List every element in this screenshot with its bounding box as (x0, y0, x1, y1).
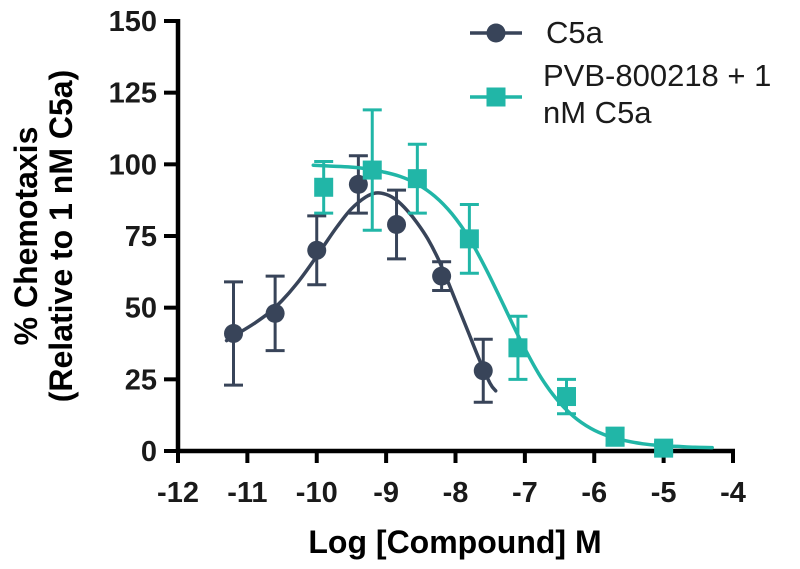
x-tick-label: -12 (157, 477, 199, 509)
y-tick-label: 125 (109, 78, 157, 110)
series-c5a (224, 154, 498, 404)
series-pvb (311, 108, 714, 458)
x-tick-label: -11 (227, 477, 267, 509)
data-point (224, 323, 243, 343)
y-tick-label: 0 (141, 436, 157, 468)
y-tick-label: 75 (125, 221, 157, 253)
tick-labels: -12 -11 -10 -9 -8 -7 -6 -5 -4 0 25 50 75 100 125 150 (109, 6, 746, 509)
data-point (508, 338, 528, 358)
x-axis-title: Log [Compound] M (308, 524, 602, 560)
y-axis-title-line2: (Relative to 1 nM C5a) (43, 69, 79, 403)
data-point (459, 229, 479, 249)
x-tick-label: -8 (443, 477, 469, 509)
y-tick-label: 150 (109, 6, 157, 38)
data-point (307, 240, 327, 260)
x-tick-label: -4 (720, 477, 746, 509)
legend-label-pvb: PVB-800218 + 1 nM C5a (543, 57, 771, 131)
markers (314, 160, 674, 458)
data-point (387, 215, 407, 235)
x-tick-label: -9 (373, 477, 399, 509)
data-point (605, 427, 625, 447)
data-point (348, 174, 368, 194)
data-point (473, 361, 493, 381)
ticks (164, 19, 735, 463)
data-point (407, 169, 427, 189)
data-point (654, 438, 674, 458)
y-axis-title-line1: % Chemotaxis (8, 126, 44, 346)
y-tick-label: 25 (125, 364, 157, 396)
markers (224, 174, 493, 381)
legend-label-pvb-line1: PVB-800218 + 1 (543, 58, 772, 93)
legend-marker-c5a-icon (470, 23, 522, 43)
x-tick-label: -10 (296, 477, 338, 509)
data-point (432, 266, 452, 286)
data-point (314, 177, 334, 197)
data-point (557, 387, 576, 407)
data-point (265, 303, 285, 323)
y-tick-label: 50 (125, 293, 157, 325)
legend-marker-pvb-icon (470, 87, 522, 107)
x-tick-label: -7 (512, 477, 538, 509)
x-tick-label: -6 (581, 477, 607, 509)
y-axis-title: % Chemotaxis (Relative to 1 nM C5a) (8, 69, 79, 403)
fit-curve (224, 191, 498, 393)
y-tick-label: 100 (109, 149, 157, 181)
data-point (362, 160, 382, 180)
x-tick-label: -5 (651, 477, 677, 509)
legend-label-pvb-line2: nM C5a (543, 95, 652, 130)
legend-label-c5a: C5a (546, 15, 603, 50)
